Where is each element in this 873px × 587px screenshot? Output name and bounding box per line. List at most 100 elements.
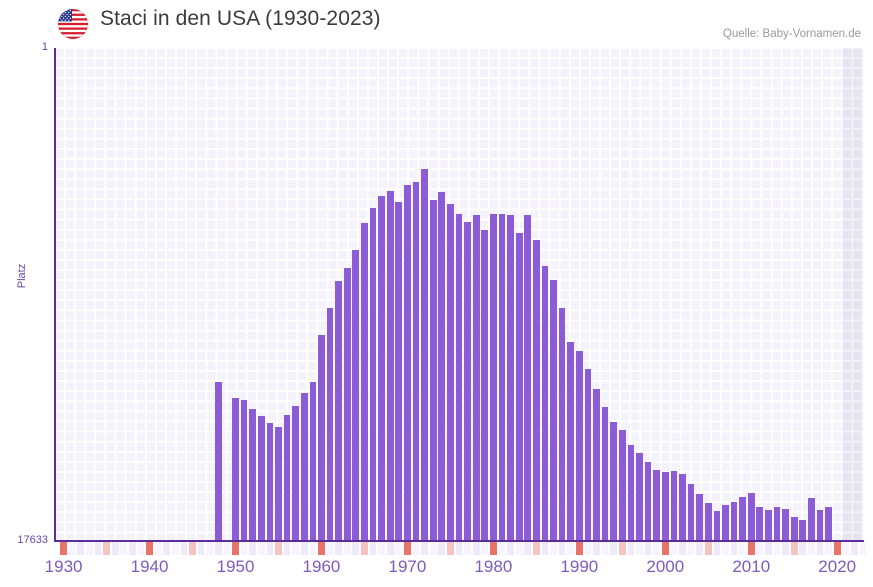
bar-1997[interactable] (636, 453, 643, 540)
decade-strip-cell-2006 (713, 542, 721, 555)
decade-strip-cell-2010 (747, 542, 755, 555)
bar-1982[interactable] (507, 215, 514, 540)
bar-1998[interactable] (644, 462, 652, 540)
bar-1986[interactable] (541, 266, 549, 540)
bar-1992[interactable] (593, 389, 600, 540)
bar-1980[interactable] (490, 214, 497, 540)
decade-strip-cell-1961 (326, 542, 334, 555)
bar-1971[interactable] (412, 182, 420, 540)
decade-strip-cell-1994 (610, 542, 618, 555)
bar-1955[interactable] (275, 427, 282, 540)
decade-strip-cell-1968 (386, 542, 394, 555)
bar-1957[interactable] (292, 406, 300, 540)
bar-1969[interactable] (395, 202, 403, 540)
bar-1987[interactable] (550, 280, 557, 540)
decade-strip-cell-1996 (627, 542, 635, 555)
bar-2016[interactable] (799, 520, 807, 540)
bar-2001[interactable] (670, 471, 678, 540)
bar-1984[interactable] (524, 215, 532, 540)
bar-2008[interactable] (730, 502, 738, 540)
decade-strip-cell-2016 (799, 542, 807, 555)
decade-strip-cell-1957 (292, 542, 300, 555)
bar-2014[interactable] (782, 509, 789, 540)
x-axis-tick-2020: 2020 (818, 557, 857, 576)
bar-1959[interactable] (309, 382, 317, 540)
decade-strip-cell-1952 (249, 542, 257, 555)
bar-1954[interactable] (266, 423, 274, 540)
bar-2000[interactable] (661, 472, 669, 540)
bar-1985[interactable] (533, 240, 540, 540)
bar-1999[interactable] (653, 470, 661, 540)
bar-1952[interactable] (249, 409, 257, 540)
bar-1983[interactable] (515, 233, 523, 540)
decade-strip-cell-2022 (851, 542, 858, 555)
decade-strip-cell-2019 (825, 542, 832, 555)
bar-1962[interactable] (335, 281, 342, 540)
bar-1994[interactable] (610, 422, 618, 540)
decade-strip-cell-1956 (283, 542, 291, 555)
bar-1966[interactable] (369, 208, 377, 540)
bar-2009[interactable] (739, 497, 746, 540)
bar-1991[interactable] (584, 369, 592, 540)
bar-1964[interactable] (352, 250, 360, 540)
bar-1978[interactable] (472, 215, 480, 540)
bar-series (55, 48, 863, 540)
decade-strip-cell-1940 (146, 542, 153, 555)
bar-1958[interactable] (300, 393, 308, 540)
bar-2011[interactable] (756, 507, 764, 540)
bar-1988[interactable] (558, 308, 566, 540)
bar-1989[interactable] (567, 342, 575, 540)
bar-2019[interactable] (825, 507, 832, 540)
bar-1973[interactable] (429, 200, 437, 540)
bar-2002[interactable] (679, 474, 686, 540)
bar-1981[interactable] (498, 214, 506, 540)
bar-2017[interactable] (808, 498, 815, 540)
x-axis-tick-2010: 2010 (732, 557, 771, 576)
bar-1975[interactable] (447, 204, 454, 540)
bar-1951[interactable] (240, 400, 248, 540)
bar-1990[interactable] (575, 351, 583, 540)
bar-2010[interactable] (747, 493, 755, 540)
bar-2007[interactable] (722, 505, 729, 540)
bar-1972[interactable] (421, 169, 428, 540)
decade-strip-cell-1986 (541, 542, 549, 555)
bar-1993[interactable] (601, 407, 609, 540)
bar-2003[interactable] (687, 484, 695, 540)
bar-1995[interactable] (618, 430, 626, 540)
bar-1979[interactable] (481, 230, 489, 540)
decade-strip-cell-1985 (533, 542, 540, 555)
decade-strip-cell-1960 (318, 542, 325, 555)
bar-1961[interactable] (326, 308, 334, 540)
bar-1963[interactable] (343, 268, 351, 540)
bar-1956[interactable] (283, 415, 291, 540)
decade-strip-cell-1978 (472, 542, 480, 555)
x-axis-line (54, 540, 864, 542)
bar-2018[interactable] (816, 510, 824, 540)
bar-2013[interactable] (773, 507, 781, 540)
bar-2012[interactable] (765, 510, 772, 540)
bar-1976[interactable] (455, 214, 463, 540)
decade-strip-cell-1989 (567, 542, 575, 555)
bar-1967[interactable] (378, 196, 385, 540)
bar-1950[interactable] (232, 398, 239, 540)
decade-strip-cell-1933 (86, 542, 93, 555)
bar-1953[interactable] (257, 416, 265, 540)
bar-1977[interactable] (464, 222, 471, 540)
bar-2015[interactable] (790, 517, 798, 540)
bar-1965[interactable] (361, 223, 368, 540)
bar-1974[interactable] (438, 192, 446, 540)
decade-strip-cell-1930 (60, 542, 67, 555)
bar-2004[interactable] (696, 494, 704, 540)
bar-1960[interactable] (318, 335, 325, 540)
bar-1968[interactable] (386, 191, 394, 540)
decade-strip-cell-2003 (687, 542, 695, 555)
us-flag-icon (58, 9, 88, 39)
decade-strip-cell-1972 (421, 542, 428, 555)
decade-strip-cell-1934 (94, 542, 102, 555)
bar-1970[interactable] (404, 185, 411, 540)
bar-1996[interactable] (627, 445, 635, 540)
bar-2005[interactable] (704, 503, 712, 540)
bar-2006[interactable] (713, 511, 721, 540)
bar-1948[interactable] (214, 382, 222, 540)
decade-strip-cell-1936 (111, 542, 119, 555)
